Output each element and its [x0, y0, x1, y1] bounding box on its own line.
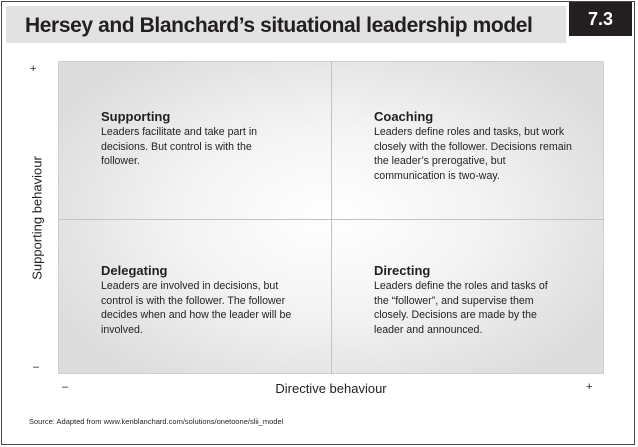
y-axis-low-marker: – [33, 361, 40, 373]
y-axis-high-marker: + [30, 63, 37, 75]
quadrant-directing: Directing Leaders define the roles and t… [374, 263, 564, 337]
quadrant-description: Leaders facilitate and take part in deci… [101, 126, 258, 168]
figure-title: Hersey and Blanchard’s situational leade… [25, 14, 533, 37]
quadrant-coaching: Coaching Leaders define roles and tasks,… [374, 109, 574, 183]
y-axis-label: Supporting behaviour [29, 156, 45, 280]
quadrant-description: Leaders are involved in decisions, but c… [101, 280, 292, 336]
quadrant-title: Delegating [101, 263, 168, 278]
x-axis-low-marker: – [62, 381, 69, 393]
quadrant-description: Leaders define roles and tasks, but work… [374, 126, 572, 182]
source-note: Source: Adapted from www.kenblanchard.co… [29, 417, 284, 426]
quadrant-description: Leaders define the roles and tasks of th… [374, 280, 548, 336]
quadrant-title: Supporting [101, 109, 171, 124]
quadrant-title: Coaching [374, 109, 434, 124]
quadrant-title: Directing [374, 263, 431, 278]
quadrant-delegating: Delegating Leaders are involved in decis… [101, 263, 296, 337]
vertical-divider [331, 61, 332, 374]
x-axis-high-marker: + [586, 381, 593, 393]
x-axis-label: Directive behaviour [275, 381, 387, 396]
title-bar [6, 6, 566, 43]
horizontal-divider [58, 219, 604, 220]
figure-number-badge: 7.3 [569, 2, 632, 36]
quadrant-supporting: Supporting Leaders facilitate and take p… [101, 109, 286, 169]
